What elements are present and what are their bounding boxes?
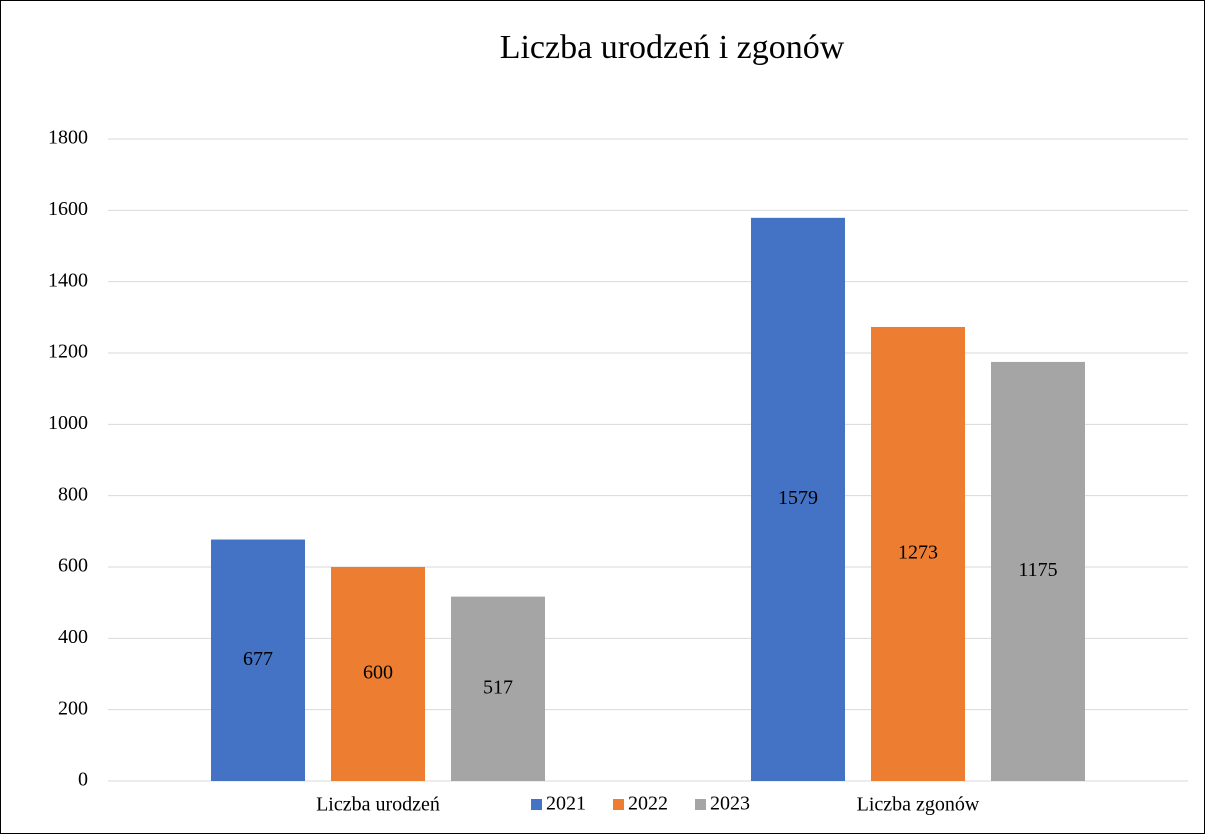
y-tick-label: 200 bbox=[58, 697, 88, 719]
legend-label: 2023 bbox=[710, 793, 750, 815]
data-label: 1175 bbox=[1018, 559, 1057, 581]
y-tick-label: 800 bbox=[58, 483, 88, 505]
bar bbox=[451, 596, 545, 781]
legend-swatch bbox=[695, 799, 706, 810]
y-tick-label: 1400 bbox=[48, 269, 88, 291]
bar bbox=[211, 539, 305, 781]
y-tick-label: 600 bbox=[58, 555, 88, 577]
bar bbox=[331, 567, 425, 781]
legend-label: 2022 bbox=[628, 793, 668, 815]
x-tick-label: Liczba urodzeń bbox=[316, 794, 440, 816]
y-tick-label: 400 bbox=[58, 626, 88, 648]
data-label: 600 bbox=[363, 662, 393, 684]
data-label: 677 bbox=[243, 648, 273, 670]
bar bbox=[871, 326, 965, 781]
legend-label: 2021 bbox=[546, 793, 586, 815]
x-tick-label: Liczba zgonów bbox=[857, 794, 980, 816]
bar bbox=[991, 361, 1085, 781]
y-tick-label: 0 bbox=[78, 769, 88, 791]
y-tick-label: 1800 bbox=[48, 127, 88, 149]
data-label: 517 bbox=[483, 676, 513, 698]
y-tick-label: 1200 bbox=[48, 341, 88, 363]
legend-swatch bbox=[531, 799, 542, 810]
y-tick-label: 1600 bbox=[48, 198, 88, 220]
legend-swatch bbox=[613, 799, 624, 810]
data-label: 1579 bbox=[778, 487, 818, 509]
bar bbox=[751, 217, 845, 781]
data-label: 1273 bbox=[898, 542, 938, 564]
chart-title: Liczba urodzeń i zgonów bbox=[500, 29, 845, 66]
y-tick-label: 1000 bbox=[48, 412, 88, 434]
